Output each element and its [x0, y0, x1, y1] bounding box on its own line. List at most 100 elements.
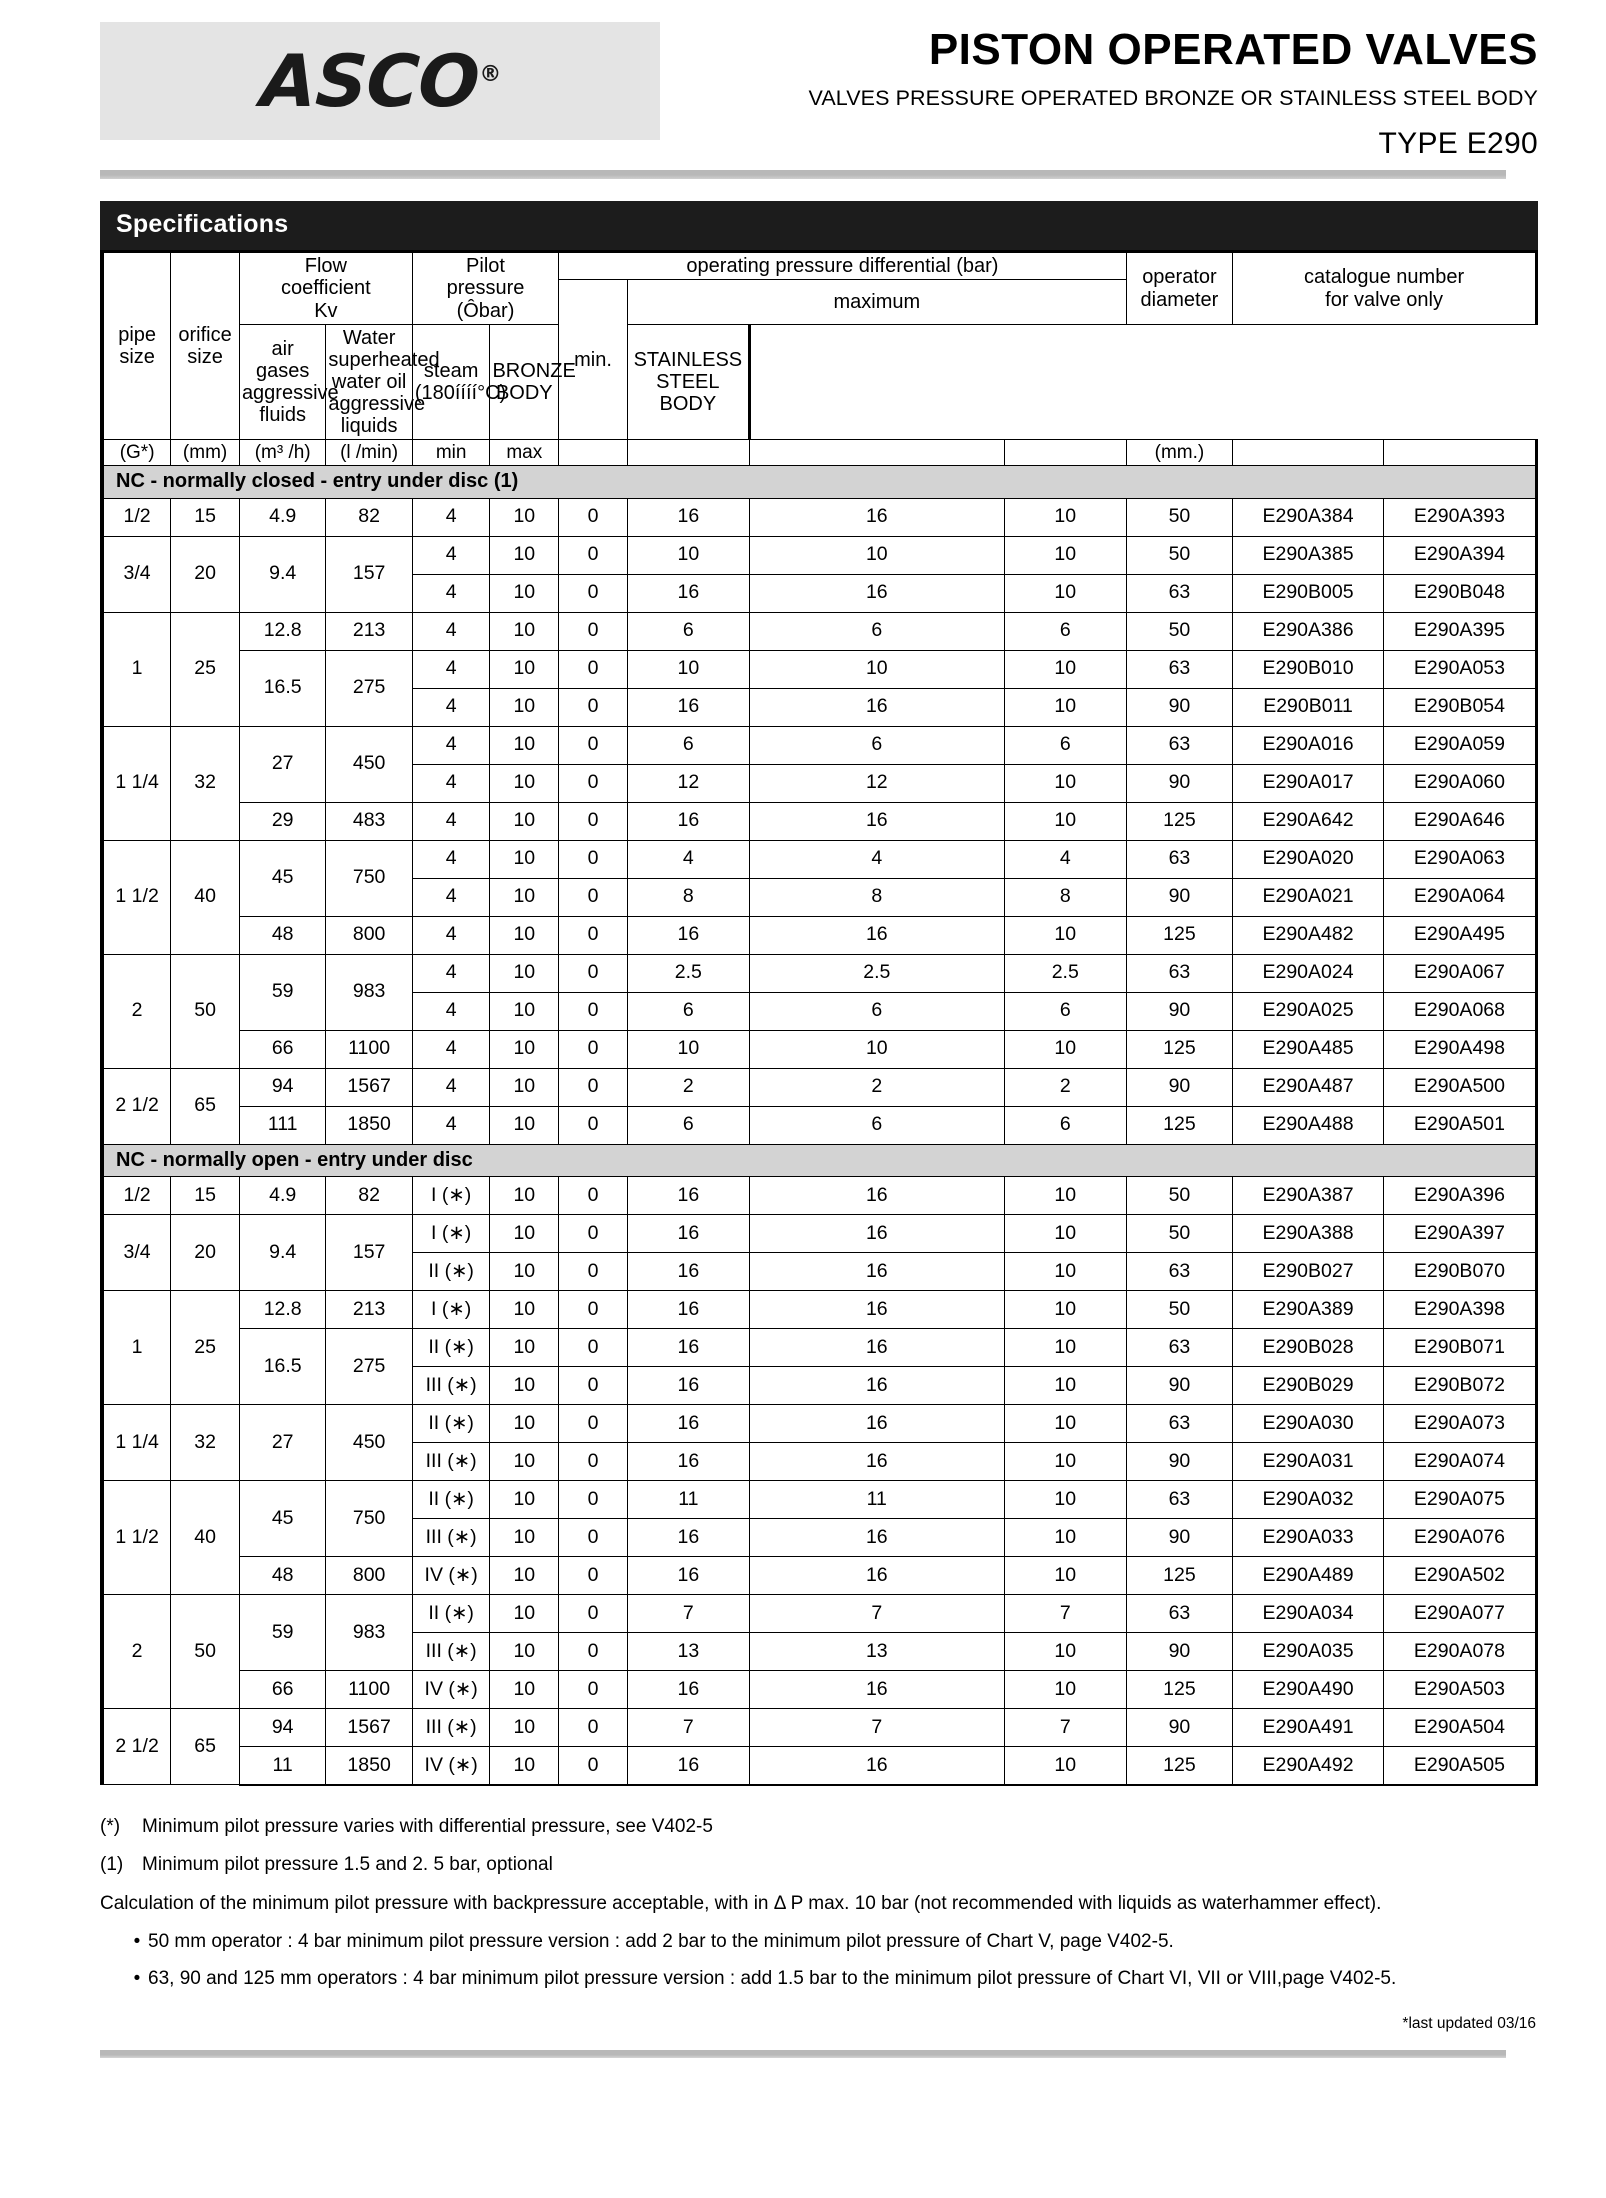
- cell-catalogue-bronze: E290A492: [1232, 1746, 1384, 1786]
- cell-kv-m3h: 11: [238, 1746, 327, 1786]
- cell-pipe-size: 1: [100, 611, 172, 727]
- cell-differential-min: 0: [558, 1105, 628, 1145]
- unit-spacer-air: [626, 439, 750, 467]
- cell-differential-min: 0: [558, 1518, 628, 1558]
- cell-pilot-max: 10: [489, 1105, 560, 1145]
- unit-pipe-size: (G*): [100, 439, 172, 467]
- cell-differential-min: 0: [558, 839, 628, 879]
- cell-pipe-size: 2: [100, 953, 172, 1069]
- cell-catalogue-bronze: E290A489: [1232, 1556, 1384, 1596]
- cell-catalogue-stainless: E290A505: [1382, 1746, 1539, 1786]
- table-row: 2 50 59 983 4 10 0 2.5 2.5 2.5 63 E290A024 E290A067: [100, 953, 1539, 1069]
- cell-kv-m3h: 12.8: [238, 1290, 327, 1330]
- registered-trademark-icon: ®: [478, 62, 500, 87]
- table-row: 4 10 0 8 8 8 90 E290A021 E290A064: [102, 877, 1539, 917]
- cell-catalogue-bronze: E290B011: [1232, 687, 1384, 727]
- cell-pilot-max: 10: [489, 1404, 560, 1444]
- cell-catalogue-stainless: E290A060: [1382, 763, 1539, 803]
- cell-kv-m3h: 27: [238, 1404, 327, 1482]
- cell-catalogue-bronze: E290A482: [1232, 915, 1384, 955]
- cell-pipe-size: 2 1/2: [100, 1708, 172, 1786]
- cell-operator-diameter: 50: [1125, 535, 1234, 575]
- cell-differential-min: 0: [558, 1708, 628, 1748]
- cell-catalogue-stainless: E290A393: [1382, 497, 1539, 537]
- header-pipe-size: pipe size: [100, 249, 172, 441]
- cell-pilot-min: III (∗): [411, 1632, 491, 1672]
- header-catalogue-number: catalogue number for valve only: [1232, 249, 1538, 326]
- cell-max-steam: 2: [1003, 1067, 1127, 1107]
- cell-orifice-size: 25: [170, 611, 240, 727]
- cell-pilot-min: 4: [411, 763, 491, 803]
- table-row: 29 483 4 10 0 16 16 10 125 E290A642 E290A646: [102, 801, 1539, 841]
- cell-operator-diameter: 63: [1125, 839, 1234, 879]
- cell-kv-lmin: 82: [325, 1176, 413, 1216]
- cell-kv-m3h: 9.4: [238, 535, 327, 613]
- cell-max-water: 16: [748, 1556, 1005, 1596]
- cell-kv-lmin: 275: [325, 649, 413, 727]
- cell-operator-diameter: 125: [1125, 1556, 1234, 1596]
- table-row: III (∗) 10 0 16 16 10 90 E290B029 E290B072: [102, 1366, 1539, 1406]
- cell-catalogue-stainless: E290A396: [1382, 1176, 1539, 1216]
- cell-pilot-min: 4: [411, 1067, 491, 1107]
- logo-wordmark: ASCO: [258, 39, 481, 123]
- cell-pilot-max: 10: [489, 1632, 560, 1672]
- cell-catalogue-stainless: E290A504: [1382, 1708, 1539, 1748]
- cell-catalogue-bronze: E290A387: [1232, 1176, 1384, 1216]
- cell-pipe-size: 1 1/4: [100, 725, 172, 841]
- cell-catalogue-stainless: E290A495: [1382, 915, 1539, 955]
- header-stainless-steel-body: STAINLESS STEEL BODY: [626, 324, 751, 441]
- unit-pilot-max: max: [489, 439, 560, 467]
- footer-divider: [100, 2049, 1506, 2058]
- cell-differential-min: 0: [558, 611, 628, 651]
- cell-operator-diameter: 125: [1125, 1029, 1234, 1069]
- header-maximum: maximum: [626, 279, 1127, 326]
- cell-max-steam: 10: [1003, 1290, 1127, 1330]
- table-row: III (∗) 10 0 16 16 10 90 E290A033 E290A076: [102, 1518, 1539, 1558]
- table-row: 3/4 20 9.4 157 4 10 0 10 10 10 50 E290A385 E290A394: [100, 535, 1539, 613]
- cell-pilot-max: 10: [489, 1480, 560, 1520]
- cell-pilot-min: I (∗): [411, 1214, 491, 1254]
- unit-pilot-min: min: [411, 439, 491, 467]
- cell-orifice-size: 15: [170, 497, 240, 537]
- cell-operator-diameter: 63: [1125, 953, 1234, 993]
- cell-catalogue-stainless: E290A076: [1382, 1518, 1539, 1558]
- cell-max-air-gases: 16: [626, 573, 750, 613]
- cell-catalogue-bronze: E290A491: [1232, 1708, 1384, 1748]
- cell-pilot-min: 4: [411, 877, 491, 917]
- cell-differential-min: 0: [558, 573, 628, 613]
- footnote-calculation: Calculation of the minimum pilot pressur…: [100, 1892, 1382, 1914]
- cell-max-water: 16: [748, 497, 1005, 537]
- cell-pilot-min: II (∗): [411, 1480, 491, 1520]
- cell-catalogue-bronze: E290A388: [1232, 1214, 1384, 1254]
- cell-pilot-min: 4: [411, 991, 491, 1031]
- cell-catalogue-stainless: E290A064: [1382, 877, 1539, 917]
- cell-orifice-size: 40: [170, 839, 240, 955]
- cell-max-steam: 10: [1003, 573, 1127, 613]
- cell-max-water: 7: [748, 1594, 1005, 1634]
- cell-differential-min: 0: [558, 1556, 628, 1596]
- cell-kv-m3h: 45: [238, 839, 327, 917]
- cell-orifice-size: 65: [170, 1067, 240, 1145]
- cell-max-air-gases: 13: [626, 1632, 750, 1672]
- cell-pilot-max: 10: [489, 1708, 560, 1748]
- cell-catalogue-bronze: E290A490: [1232, 1670, 1384, 1710]
- cell-orifice-size: 32: [170, 1404, 240, 1482]
- cell-kv-lmin: 983: [325, 953, 413, 1031]
- table-row: II (∗) 10 0 16 16 10 63 E290B027 E290B070: [102, 1252, 1539, 1292]
- cell-pilot-min: 4: [411, 611, 491, 651]
- cell-catalogue-stainless: E290A498: [1382, 1029, 1539, 1069]
- cell-pipe-size: 2: [100, 1594, 172, 1710]
- cell-operator-diameter: 90: [1125, 1366, 1234, 1406]
- cell-operator-diameter: 90: [1125, 991, 1234, 1031]
- cell-pipe-size: 1 1/2: [100, 1480, 172, 1596]
- cell-max-air-gases: 16: [626, 1404, 750, 1444]
- cell-catalogue-stainless: E290A646: [1382, 801, 1539, 841]
- cell-max-steam: 10: [1003, 1556, 1127, 1596]
- cell-pilot-max: 10: [489, 1214, 560, 1254]
- cell-max-air-gases: 8: [626, 877, 750, 917]
- unit-operator-diameter: (mm.): [1125, 439, 1234, 467]
- cell-catalogue-stainless: E290B070: [1382, 1252, 1539, 1292]
- cell-catalogue-bronze: E290A035: [1232, 1632, 1384, 1672]
- cell-pilot-min: 4: [411, 497, 491, 537]
- table-row: 2 50 59 983 II (∗) 10 0 7 7 7 63 E290A034 E290A077: [100, 1594, 1539, 1710]
